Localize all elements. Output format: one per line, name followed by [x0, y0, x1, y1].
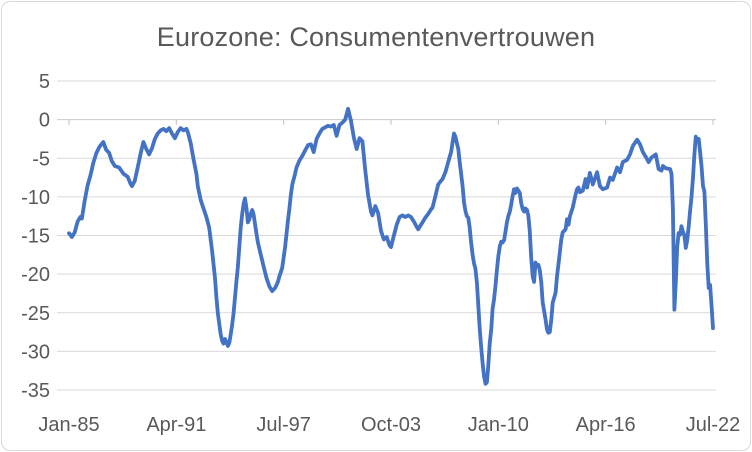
- y-axis-tick-label: -15: [21, 226, 50, 248]
- chart-title: Eurozone: Consumentenvertrouwen: [156, 22, 596, 52]
- series-line-consumentenvertrouwen: [67, 106, 715, 386]
- y-axis-tick-label: 0: [39, 110, 50, 132]
- y-axis-tick-label: -30: [21, 341, 50, 363]
- x-axis-tick-label: Oct-03: [361, 414, 421, 436]
- x-axis-tick-label: Jul-97: [256, 414, 310, 436]
- y-axis-tick-label: -5: [32, 148, 50, 170]
- y-axis-tick-label: 5: [39, 71, 50, 93]
- y-axis-tick-label: -25: [21, 303, 50, 325]
- y-axis-tick-label: -35: [21, 380, 50, 402]
- x-axis-tick-label: Jan-10: [468, 414, 529, 436]
- x-axis-tick-label: Jul-22: [686, 414, 740, 436]
- y-axis-tick-label: -10: [21, 187, 50, 209]
- x-axis-tick-label: Jan-85: [38, 414, 99, 436]
- y-axis-tick-label: -20: [21, 264, 50, 286]
- x-axis-tick-label: Apr-16: [576, 414, 636, 436]
- x-axis-tick-label: Apr-91: [146, 414, 206, 436]
